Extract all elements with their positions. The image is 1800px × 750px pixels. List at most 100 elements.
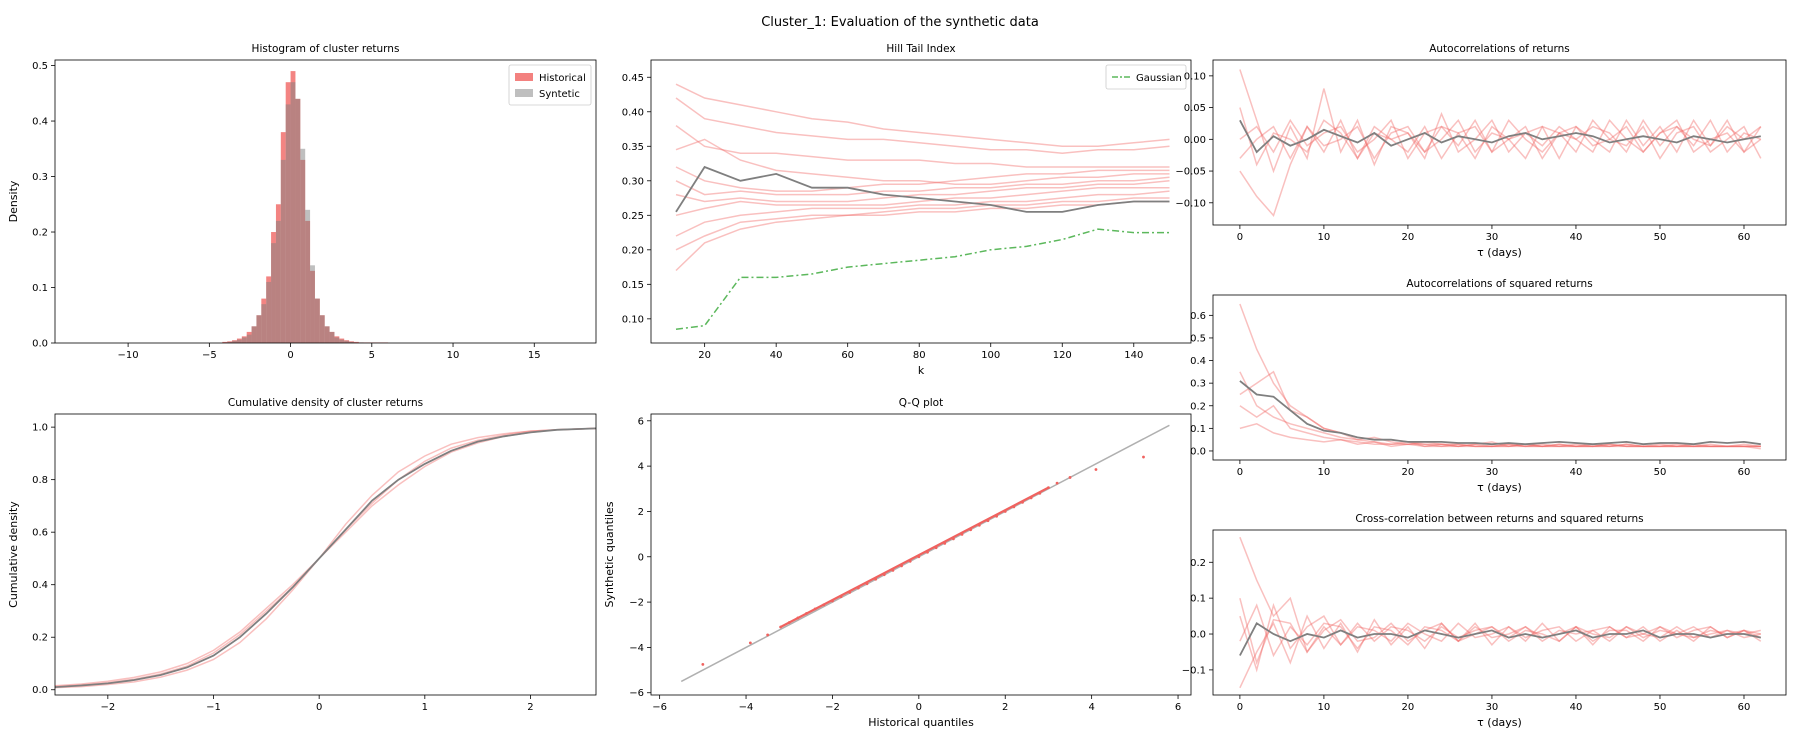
chart-title: Autocorrelations of returns (1429, 43, 1570, 55)
series-line-historical (1239, 69, 1762, 174)
y-tick-label: 0.1 (1190, 594, 1206, 605)
bar-synthetic (324, 326, 330, 343)
y-tick-label: 0.25 (622, 211, 644, 222)
bar-synthetic (349, 341, 354, 343)
series-line-synthetic (1239, 119, 1761, 154)
series-line-historical (675, 83, 1170, 148)
x-tick-label: 10 (447, 350, 460, 361)
series-line-synthetic (1239, 622, 1761, 656)
x-tick-label: 100 (981, 350, 1000, 361)
x-tick-label: −5 (202, 350, 217, 361)
x-tick-label: 0 (316, 702, 322, 713)
axes-frame (1212, 294, 1787, 461)
x-tick-label: 20 (698, 350, 711, 361)
qq-point (1055, 481, 1059, 485)
x-tick-label: 60 (1738, 232, 1751, 243)
series-line-historical (1239, 603, 1761, 658)
series-line-gaussian (675, 228, 1170, 330)
x-axis-label: τ (days) (1477, 481, 1522, 494)
x-tick-label: −1 (206, 702, 221, 713)
y-tick-label: 0.2 (1190, 558, 1206, 569)
identity-line (680, 424, 1170, 683)
plot-area-xcorr (1239, 536, 1762, 689)
chart-title: Cross-correlation between returns and sq… (1355, 513, 1643, 525)
y-tick-label: −0.1 (1182, 665, 1206, 676)
series-line-synthetic (1239, 380, 1761, 446)
x-tick-label: 4 (1088, 702, 1094, 713)
x-tick-label: 80 (913, 350, 926, 361)
panel-hill: Hill Tail Index 20 40 60 80 100 120 140 0.10 0.15… (622, 43, 1192, 377)
y-tick-label: 0.2 (32, 228, 48, 239)
x-tick-label: 60 (841, 350, 854, 361)
y-tick-label: 0.3 (32, 172, 48, 183)
y-tick-label: 0.5 (1190, 333, 1206, 344)
x-tick-label: 120 (1053, 350, 1072, 361)
axes-frame (54, 413, 597, 696)
bar-synthetic (305, 209, 311, 343)
series-line-historical (675, 180, 1170, 203)
qq-point (1142, 455, 1145, 459)
series-line-historical (675, 186, 1170, 217)
x-tick-label: 2 (527, 702, 533, 713)
plot-area-hist (222, 71, 389, 343)
y-tick-label: 2 (638, 507, 644, 518)
y-tick-label: −0.10 (1175, 198, 1206, 209)
bar-synthetic (339, 339, 345, 343)
x-tick-label: −6 (652, 702, 667, 713)
y-tick-label: 0.40 (622, 107, 644, 118)
series-line-historical (55, 427, 596, 689)
x-tick-label: 60 (1738, 467, 1751, 478)
panel-qq: Q-Q plot −6 −4 −2 0 2 4 6 −6 −4 −2 0 2 4 6 Historical q… (603, 397, 1192, 729)
bar-synthetic (295, 98, 301, 343)
series-line-historical (1239, 404, 1761, 448)
qq-point-band (780, 486, 1049, 628)
legend-label: Gaussian (1136, 73, 1182, 84)
x-tick-label: 0 (1237, 702, 1243, 713)
series-line-historical (1239, 422, 1761, 448)
legend-swatch (515, 73, 533, 81)
legend-label: Historical (539, 73, 586, 84)
panel-cdf: Cumulative density of cluster returns −2 −… (7, 397, 597, 713)
y-tick-label: 0.45 (622, 73, 644, 84)
y-tick-label: 0.10 (622, 314, 644, 325)
series-line-historical (55, 427, 596, 688)
y-tick-label: 0.2 (32, 633, 48, 644)
y-tick-label: 0.0 (32, 685, 48, 696)
x-tick-label: −10 (118, 350, 139, 361)
x-tick-label: 40 (770, 350, 783, 361)
x-tick-label: 20 (1402, 702, 1415, 713)
x-tick-label: 40 (1570, 467, 1583, 478)
bar-synthetic (319, 315, 325, 343)
bar-synthetic (236, 339, 242, 343)
series-line-historical (675, 138, 1170, 185)
x-tick-label: 40 (1570, 702, 1583, 713)
y-tick-label: 1.0 (32, 423, 48, 434)
x-tick-label: 40 (1570, 232, 1583, 243)
y-tick-label: 0.20 (622, 245, 644, 256)
bar-synthetic (329, 331, 335, 343)
x-tick-label: 1 (422, 702, 428, 713)
y-tick-label: 0.1 (1190, 424, 1206, 435)
bar-synthetic (290, 82, 296, 343)
chart-title: Hill Tail Index (886, 43, 955, 55)
bar-synthetic (271, 243, 276, 343)
axes-frame (54, 59, 597, 344)
panel-acf2: Autocorrelations of squared returns 0 10 20… (1190, 278, 1787, 494)
bar-synthetic (251, 326, 257, 343)
x-tick-label: 0 (1237, 232, 1243, 243)
y-tick-label: 0.30 (622, 176, 644, 187)
series-line-historical (1239, 598, 1762, 666)
y-tick-label: 0.4 (32, 117, 48, 128)
series-line-historical (675, 124, 1170, 168)
plot-area-qq (680, 424, 1170, 683)
qq-point (1094, 468, 1098, 471)
qq-point (701, 663, 705, 666)
series-line-historical (1239, 118, 1762, 217)
y-tick-label: 0.05 (1184, 103, 1206, 114)
bar-synthetic (246, 334, 252, 343)
axes-frame (650, 413, 1192, 696)
bar-synthetic (261, 304, 267, 343)
y-tick-label: −4 (629, 643, 644, 654)
plot-area-hill (675, 83, 1170, 330)
bar-synthetic (314, 298, 320, 343)
